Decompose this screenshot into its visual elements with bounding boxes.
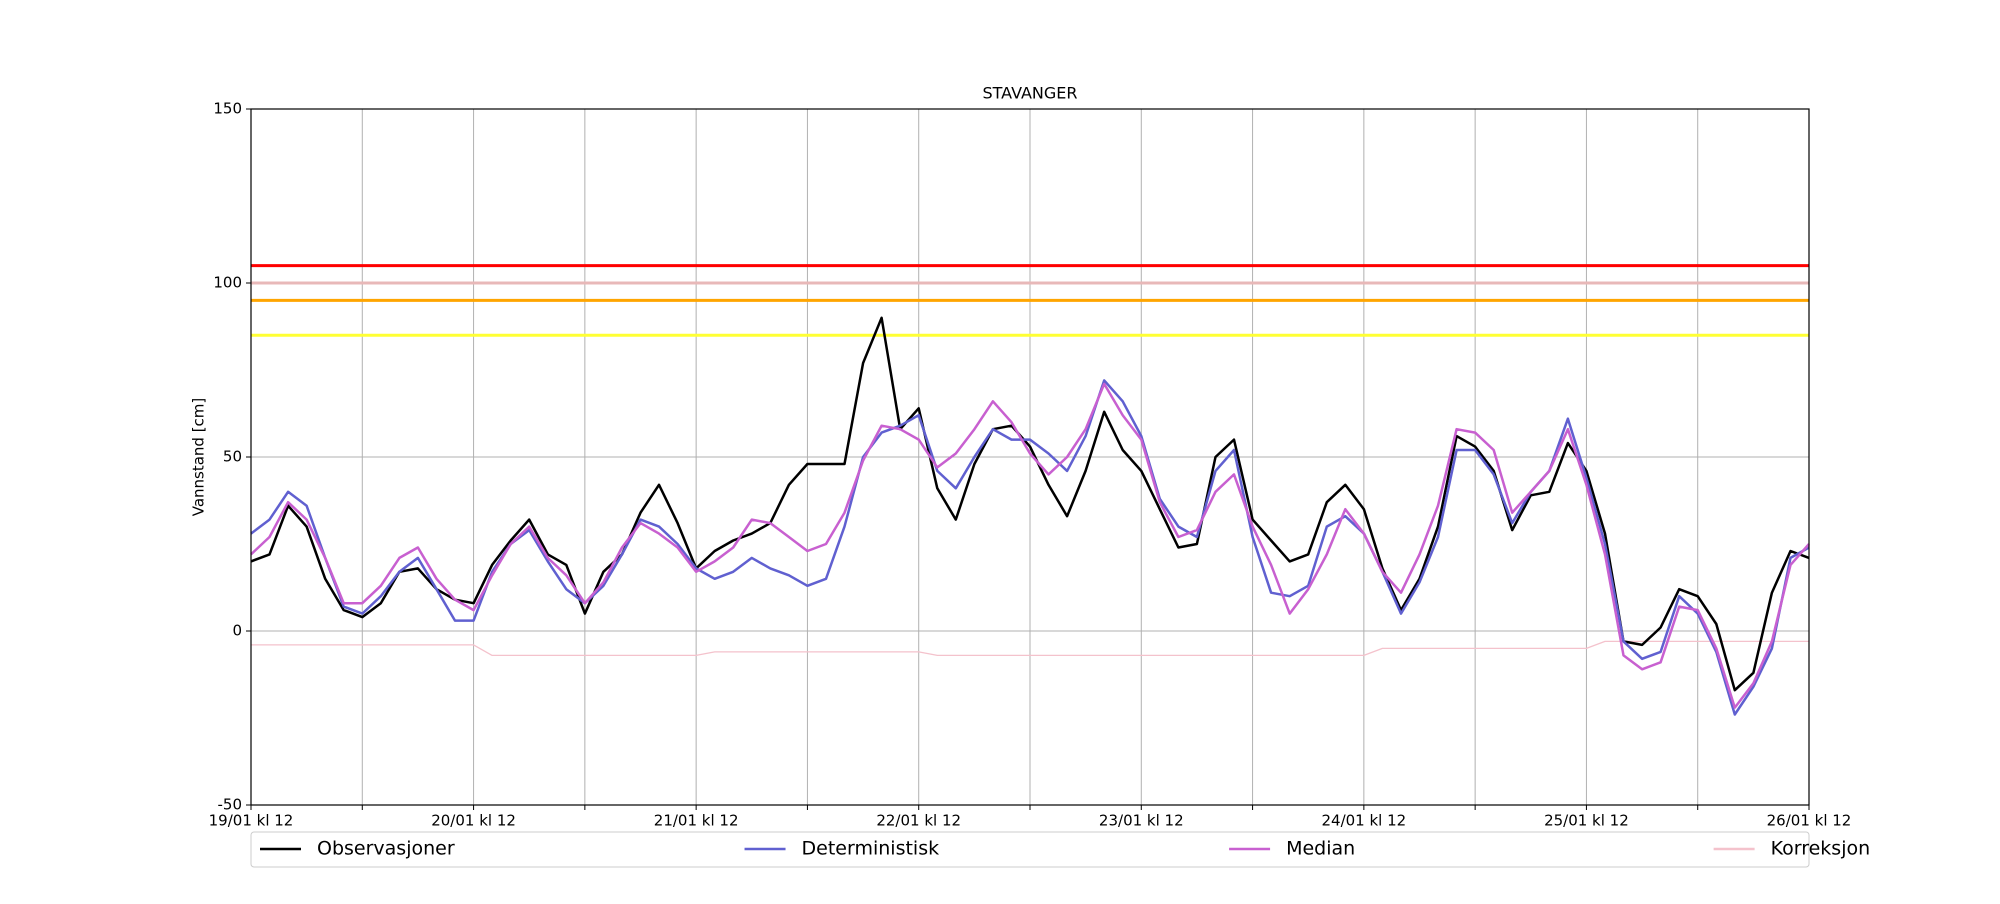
series-line [250, 382, 1810, 709]
y-axis-label: Vannstand [cm] [190, 398, 208, 517]
series-line [250, 316, 1810, 692]
x-tick-label: 24/01 kl 12 [1321, 812, 1406, 830]
chart-title: STAVANGER [982, 84, 1077, 103]
x-tick-label: 19/01 kl 12 [209, 812, 294, 830]
y-tick-label: 0 [232, 622, 242, 640]
y-tick-label: 50 [223, 448, 242, 466]
legend-label: Median [1286, 838, 1355, 860]
x-tick-label: 20/01 kl 12 [431, 812, 516, 830]
plot-frame [250, 108, 1810, 806]
legend-label: Deterministisk [802, 838, 940, 860]
x-tick-label: 26/01 kl 12 [1767, 812, 1852, 830]
x-tick-label: 22/01 kl 12 [876, 812, 961, 830]
legend-label: Observasjoner [317, 838, 455, 860]
series-line [251, 640, 1809, 657]
x-tick-label: 25/01 kl 12 [1544, 812, 1629, 830]
y-tick-label: -50 [218, 796, 243, 814]
y-tick-label: 150 [213, 100, 242, 118]
x-tick-label: 23/01 kl 12 [1099, 812, 1184, 830]
y-tick-label: 100 [213, 274, 242, 292]
x-tick-label: 21/01 kl 12 [654, 812, 739, 830]
legend-box [250, 831, 1810, 868]
legend-label: Korreksjon [1771, 838, 1871, 860]
